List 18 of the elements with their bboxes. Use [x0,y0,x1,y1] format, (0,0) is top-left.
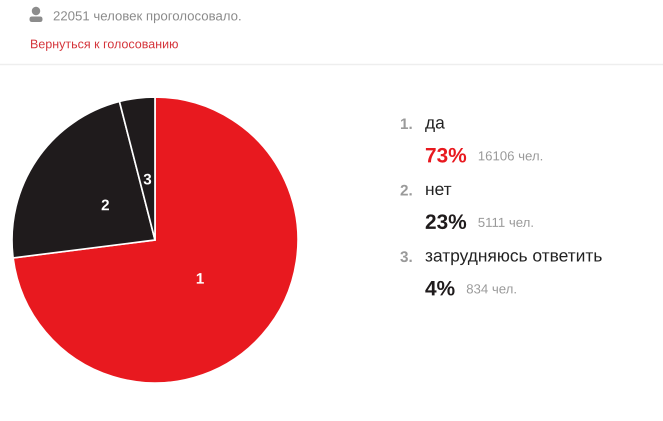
text: 16106 чел. [478,151,542,161]
text: 5111 чел. [478,218,533,228]
text: 3. [400,251,412,262]
text: 2. [400,184,412,196]
text: 834 чел. [466,284,516,294]
slice-label: 3 [144,174,152,185]
chart-subtitle: Вернуться к голосованию [31,40,178,51]
slice-label: 1 [196,273,204,284]
text: 4% [425,280,455,296]
slice-label: 2 [102,200,109,210]
text: нет [426,186,452,196]
text: 1. [400,118,412,129]
text: затрудняюсь ответить [425,252,602,266]
text: 73% [426,148,466,163]
pie-slice [12,96,299,384]
text: да [425,119,445,132]
text: 23% [426,214,466,230]
chart-title: 22051 человек проголосовало. [54,11,240,24]
